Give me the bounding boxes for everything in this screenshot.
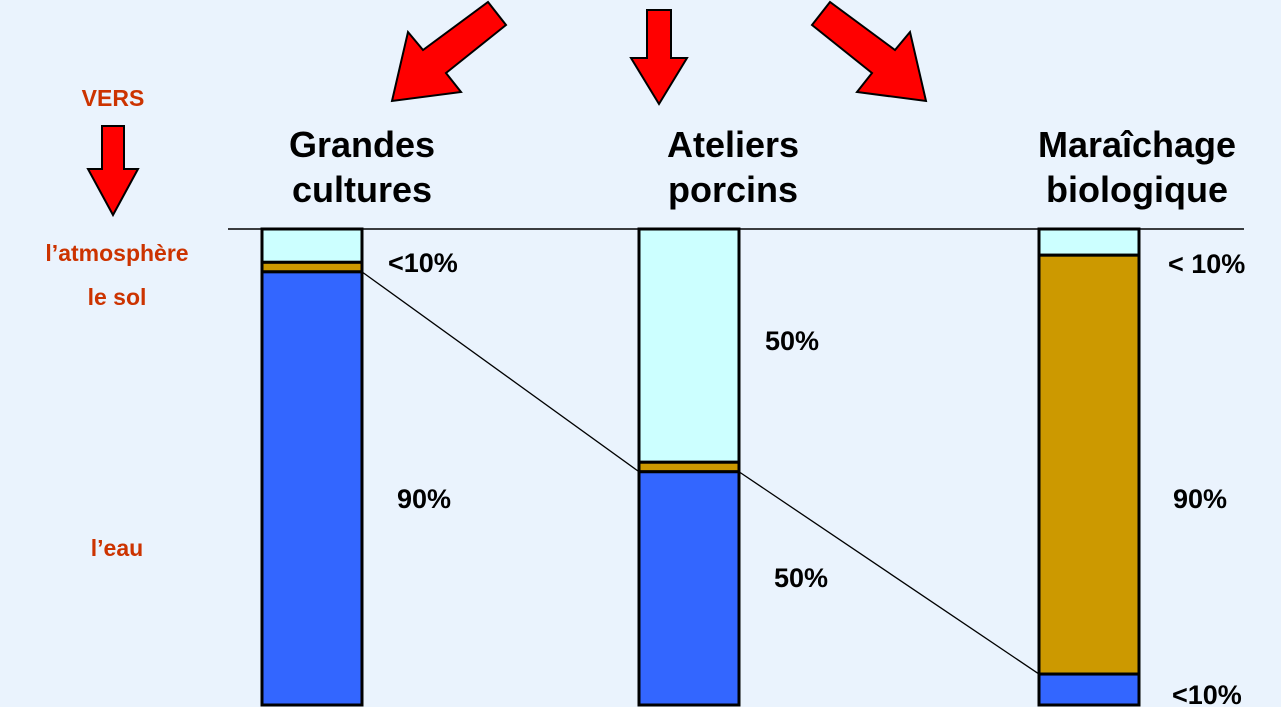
bar-segment-water	[260, 270, 364, 707]
category-title-line2: cultures	[292, 169, 432, 210]
category-title-line1: Maraîchage	[1038, 124, 1236, 165]
red-arrow-down-left-icon	[390, 0, 508, 103]
bar-segment-atmosphere	[260, 227, 364, 264]
legend-soil: le sol	[88, 284, 147, 310]
value-label: <10%	[388, 248, 458, 278]
category-title-line2: porcins	[668, 169, 798, 210]
bar-segment-water	[637, 470, 741, 707]
connector-line	[738, 471, 1040, 675]
legend-atmosphere: l’atmosphère	[45, 240, 188, 266]
bars-group	[260, 227, 1141, 707]
legend-header: VERS	[82, 85, 145, 111]
red-arrow-down-icon	[629, 9, 689, 106]
legend-water: l’eau	[91, 535, 143, 561]
red-arrow-down-right-icon	[810, 0, 928, 103]
value-label: <10%	[1172, 680, 1242, 707]
value-label: 90%	[397, 484, 451, 514]
bar-segment-atmosphere	[637, 227, 741, 464]
category-title-line1: Grandes	[289, 124, 435, 165]
value-label: 50%	[765, 326, 819, 356]
connector-lines	[361, 271, 1040, 675]
connector-line	[361, 271, 640, 473]
value-label: 50%	[774, 563, 828, 593]
bar-segment-atmosphere	[1037, 227, 1141, 257]
value-label: < 10%	[1168, 249, 1245, 279]
value-label: 90%	[1173, 484, 1227, 514]
category-title-line1: Ateliers	[667, 124, 799, 165]
bar-segment-soil	[1037, 253, 1141, 676]
bar-segment-water	[1037, 672, 1141, 707]
category-title-line2: biologique	[1046, 169, 1228, 210]
legend-red-arrow-down-icon	[86, 125, 140, 218]
